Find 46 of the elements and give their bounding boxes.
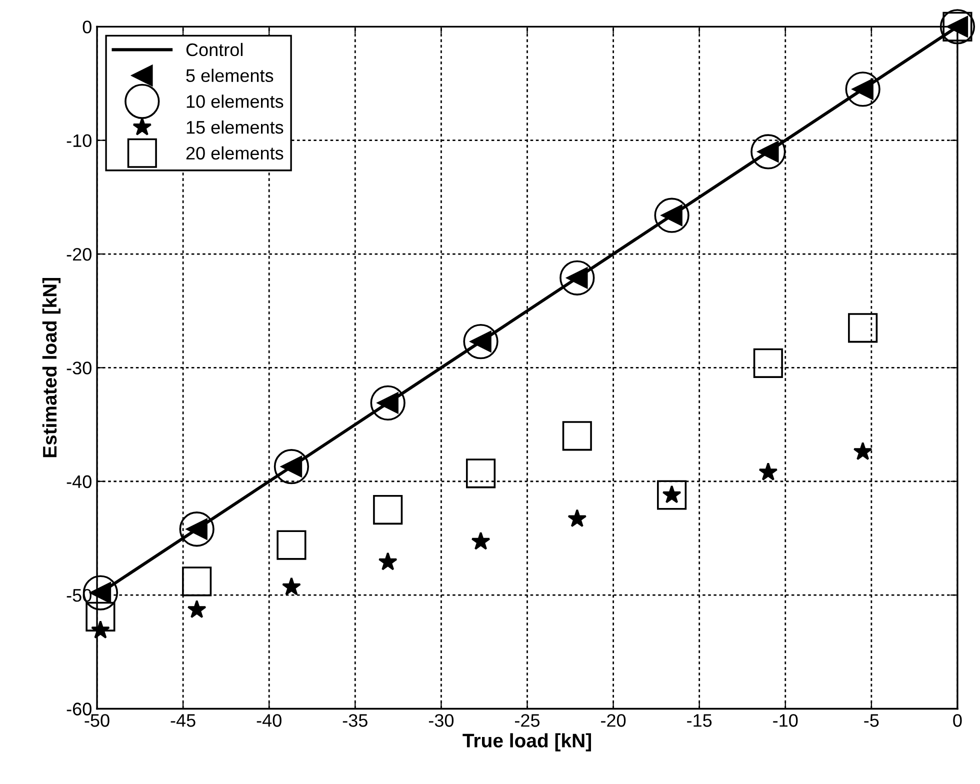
point [848, 313, 878, 343]
point [276, 530, 306, 560]
x-tick-label: -50 [84, 714, 110, 727]
point [86, 602, 116, 632]
point [373, 495, 403, 525]
x-axis-title: True load [kN] [462, 733, 591, 752]
y-tick-label: -40 [66, 475, 92, 488]
point [562, 421, 592, 451]
x-tick-label: -5 [864, 714, 879, 727]
point [560, 260, 595, 296]
x-tick-label: -40 [256, 714, 282, 727]
point [853, 442, 872, 460]
legend-label: 15 elements [186, 120, 284, 134]
y-tick-label: 0 [82, 20, 92, 34]
point [378, 552, 398, 570]
point [463, 324, 498, 360]
legend-label: 20 elements [186, 146, 284, 160]
x-tick-label: -15 [687, 714, 712, 727]
legend-label: 10 elements [186, 94, 284, 108]
point [370, 385, 406, 421]
point [179, 512, 214, 547]
point [466, 458, 496, 488]
point [182, 566, 212, 596]
x-tick-label: -35 [342, 714, 368, 727]
point [274, 449, 310, 484]
point [471, 532, 490, 550]
x-tick-label: 0 [953, 714, 962, 727]
legend-label: 5 elements [186, 68, 274, 82]
y-axis-title: Estimated load [kN] [42, 278, 61, 458]
x-tick-label: -20 [601, 714, 626, 727]
x-tick-label: -30 [428, 714, 454, 727]
point [845, 72, 880, 107]
x-tick-label: -10 [773, 714, 798, 727]
y-tick-label: -30 [66, 362, 92, 374]
point [654, 198, 690, 233]
y-tick-label: -10 [66, 134, 92, 148]
point [282, 577, 301, 596]
legend-label: Control [186, 42, 242, 56]
point [568, 508, 587, 528]
point [753, 348, 783, 378]
x-tick-label: -45 [170, 714, 196, 727]
y-tick-label: -20 [66, 248, 92, 261]
y-tick-label: -60 [66, 702, 92, 716]
x-tick-label: -25 [514, 714, 540, 727]
point [758, 462, 778, 480]
point [187, 600, 206, 618]
